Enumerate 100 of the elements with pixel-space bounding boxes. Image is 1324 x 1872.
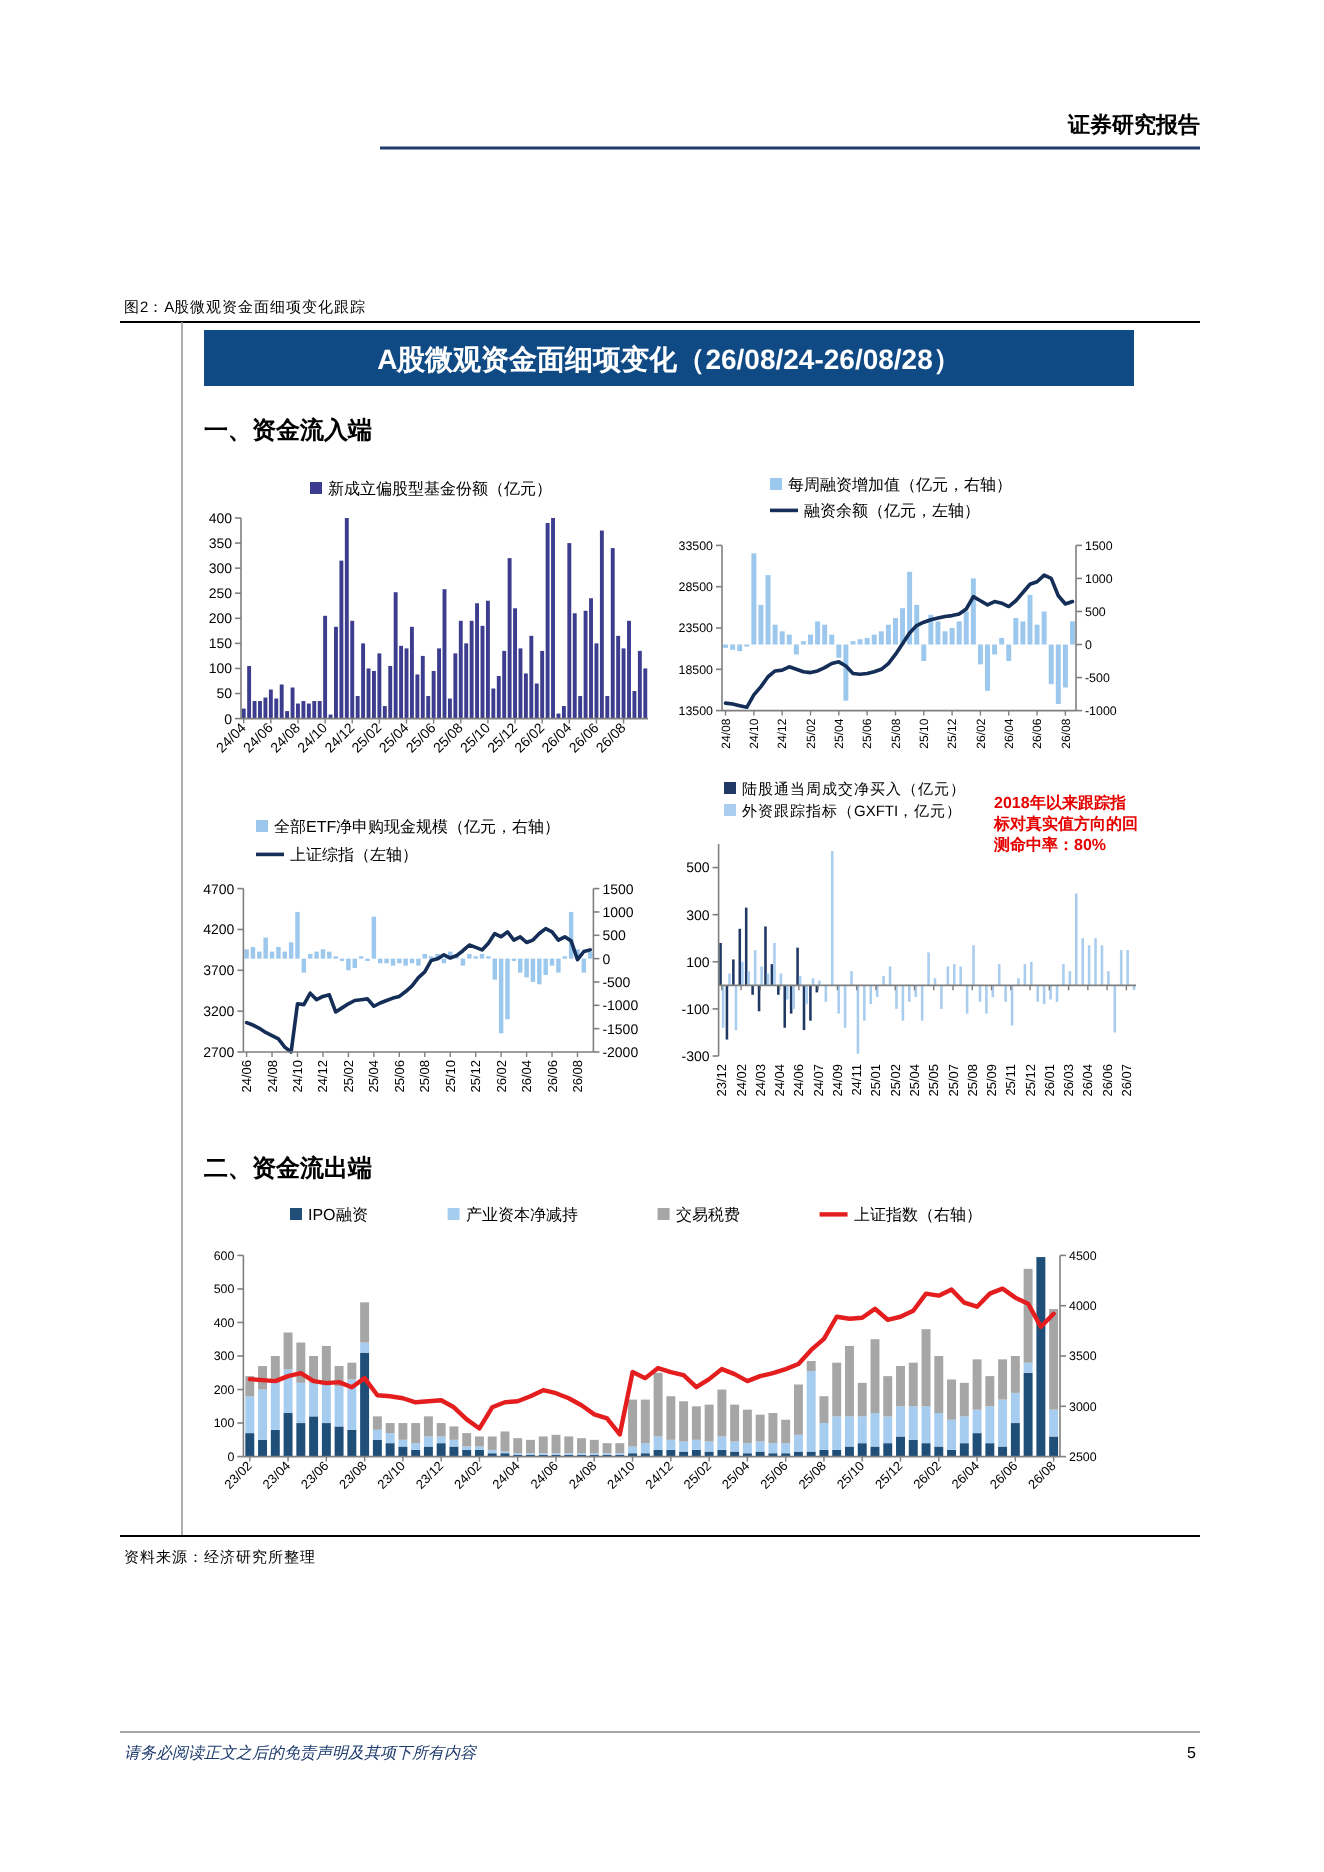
bar <box>896 1436 905 1457</box>
bar <box>793 1384 803 1435</box>
bar <box>258 1439 268 1457</box>
bar <box>786 634 792 645</box>
bar <box>321 1423 331 1457</box>
bar <box>462 1433 472 1447</box>
bar <box>360 1302 370 1343</box>
bar <box>730 644 736 650</box>
bar <box>679 1401 689 1442</box>
bar <box>1049 1409 1059 1437</box>
bar <box>737 644 743 652</box>
bar <box>1010 1392 1020 1424</box>
bar <box>843 644 849 701</box>
bar <box>524 958 529 978</box>
bar <box>857 1416 867 1444</box>
bar <box>819 1396 829 1424</box>
bar <box>423 1446 433 1457</box>
bar <box>742 1443 752 1454</box>
bar <box>1010 1356 1020 1393</box>
bar <box>781 1443 791 1454</box>
bar <box>346 958 351 971</box>
bar <box>526 1439 535 1454</box>
bar <box>947 1379 957 1420</box>
bar <box>845 1416 854 1447</box>
bar <box>908 1439 918 1457</box>
bar <box>308 953 313 959</box>
bar <box>908 1362 918 1407</box>
bar <box>474 1449 484 1457</box>
bar <box>970 578 976 645</box>
bar <box>474 1436 484 1447</box>
bar <box>245 1396 255 1434</box>
bar <box>372 1429 382 1440</box>
text: 一、资金流入端 <box>204 416 372 444</box>
text: 二、资金流出端 <box>204 1154 372 1182</box>
bar <box>935 621 941 645</box>
bar <box>556 958 561 973</box>
bar <box>411 1423 421 1444</box>
bar <box>518 958 523 973</box>
bar <box>883 1443 893 1457</box>
bar <box>276 946 281 959</box>
bar <box>878 631 884 645</box>
bar <box>258 1389 268 1440</box>
bar <box>896 1406 905 1437</box>
bar <box>250 946 256 959</box>
bar <box>1023 1268 1033 1363</box>
legend: 新成立偏股型基金份额（亿元） <box>310 480 552 498</box>
bar <box>628 1399 638 1447</box>
bar <box>327 951 332 959</box>
legend-label: 每周融资增加值（亿元，右轴） <box>788 476 1012 494</box>
bar <box>309 1382 319 1417</box>
bar <box>832 1416 842 1450</box>
bar <box>806 1361 816 1372</box>
bar <box>1069 621 1075 645</box>
bar <box>742 1409 752 1444</box>
legend-label: 上证综指（左轴） <box>290 846 418 864</box>
bar <box>832 1449 842 1457</box>
bar <box>360 1342 370 1353</box>
bar <box>1049 1309 1059 1410</box>
bar <box>513 1438 523 1454</box>
legend-label: 全部ETF净申购现金规模（亿元，右轴） <box>274 818 561 836</box>
bar <box>751 553 757 645</box>
bar <box>320 949 326 959</box>
bar <box>500 1431 510 1452</box>
bar <box>270 1429 280 1457</box>
text: 证券研究报告 <box>1066 112 1200 138</box>
bar <box>998 1399 1008 1447</box>
bar <box>422 953 427 959</box>
bar <box>985 644 990 691</box>
bar <box>403 958 408 966</box>
bar <box>730 1404 740 1442</box>
bar <box>998 1446 1008 1457</box>
legend-label: 上证指数（右轴） <box>853 1206 982 1224</box>
bar <box>1023 1362 1033 1373</box>
bar <box>793 644 799 655</box>
bar <box>589 1439 599 1454</box>
bar <box>947 1449 957 1457</box>
bar <box>411 1449 421 1457</box>
bar <box>864 637 870 645</box>
bar <box>921 644 927 662</box>
bar <box>857 1382 867 1417</box>
bar <box>883 1416 893 1444</box>
bar <box>1049 1436 1059 1457</box>
bar <box>321 1382 331 1424</box>
legend-label: 产业资本净减持 <box>465 1206 578 1224</box>
bar <box>244 949 249 959</box>
bar <box>691 1439 701 1450</box>
bar <box>462 1449 472 1457</box>
bar <box>857 639 863 645</box>
text: A股微观资金面细项变化（26/08/24-26/08/28） <box>377 343 961 375</box>
bar <box>871 634 877 645</box>
bar <box>372 1439 382 1457</box>
annotation: 2018年以来跟踪指标对真实值方向的回测命中率：80% <box>992 794 1138 854</box>
bar <box>628 1446 638 1454</box>
bar <box>1041 611 1047 645</box>
bar <box>832 1362 842 1417</box>
bar <box>564 1436 574 1454</box>
bar <box>691 1406 701 1440</box>
bar <box>959 1443 969 1457</box>
bar <box>301 958 307 973</box>
bar <box>371 916 377 959</box>
